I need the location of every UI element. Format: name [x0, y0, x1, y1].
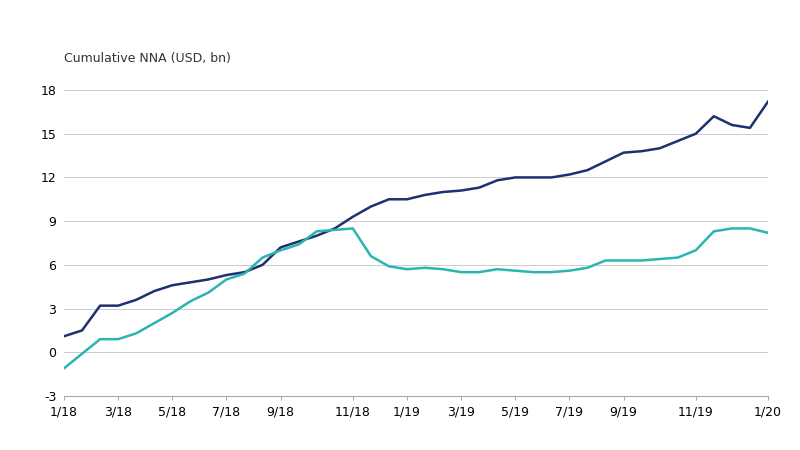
Physically replicated ETFs [204, 290, 214, 295]
Physically replicated ETFs [222, 277, 231, 282]
Synthetically replicated ETFs [348, 214, 358, 220]
Synthetically replicated ETFs [312, 233, 322, 238]
Physically replicated ETFs [673, 255, 682, 260]
Synthetically replicated ETFs [438, 189, 448, 195]
Synthetically replicated ETFs [186, 279, 195, 285]
Synthetically replicated ETFs [204, 277, 214, 282]
Physically replicated ETFs [565, 268, 574, 274]
Synthetically replicated ETFs [402, 197, 412, 202]
Physically replicated ETFs [420, 265, 430, 270]
Physically replicated ETFs [618, 258, 628, 263]
Physically replicated ETFs [438, 266, 448, 272]
Synthetically replicated ETFs [384, 197, 394, 202]
Physically replicated ETFs [59, 365, 69, 371]
Synthetically replicated ETFs [727, 122, 737, 128]
Physically replicated ETFs [727, 226, 737, 231]
Synthetically replicated ETFs [565, 172, 574, 177]
Physically replicated ETFs [456, 270, 466, 275]
Synthetically replicated ETFs [114, 303, 123, 308]
Physically replicated ETFs [312, 229, 322, 234]
Line: Synthetically replicated ETFs: Synthetically replicated ETFs [64, 102, 768, 336]
Synthetically replicated ETFs [276, 245, 286, 250]
Physically replicated ETFs [240, 271, 250, 276]
Synthetically replicated ETFs [330, 226, 339, 231]
Physically replicated ETFs [348, 226, 358, 231]
Physically replicated ETFs [186, 299, 195, 304]
Synthetically replicated ETFs [493, 178, 502, 183]
Physically replicated ETFs [763, 230, 773, 235]
Physically replicated ETFs [330, 227, 339, 233]
Physically replicated ETFs [402, 266, 412, 272]
Line: Physically replicated ETFs: Physically replicated ETFs [64, 229, 768, 368]
Physically replicated ETFs [546, 270, 556, 275]
Synthetically replicated ETFs [510, 175, 520, 180]
Synthetically replicated ETFs [745, 125, 754, 130]
Physically replicated ETFs [258, 255, 267, 260]
Physically replicated ETFs [709, 229, 718, 234]
Synthetically replicated ETFs [601, 159, 610, 164]
Synthetically replicated ETFs [691, 131, 701, 136]
Synthetically replicated ETFs [618, 150, 628, 155]
Synthetically replicated ETFs [673, 138, 682, 144]
Physically replicated ETFs [582, 265, 592, 270]
Synthetically replicated ETFs [546, 175, 556, 180]
Physically replicated ETFs [150, 320, 159, 326]
Physically replicated ETFs [276, 248, 286, 253]
Physically replicated ETFs [637, 258, 646, 263]
Synthetically replicated ETFs [150, 288, 159, 294]
Synthetically replicated ETFs [294, 239, 303, 244]
Synthetically replicated ETFs [59, 333, 69, 339]
Synthetically replicated ETFs [258, 262, 267, 268]
Synthetically replicated ETFs [240, 270, 250, 275]
Synthetically replicated ETFs [222, 272, 231, 278]
Synthetically replicated ETFs [637, 148, 646, 154]
Physically replicated ETFs [167, 310, 177, 315]
Synthetically replicated ETFs [95, 303, 105, 308]
Physically replicated ETFs [114, 337, 123, 342]
Physically replicated ETFs [510, 268, 520, 274]
Synthetically replicated ETFs [78, 328, 87, 333]
Synthetically replicated ETFs [709, 113, 718, 119]
Physically replicated ETFs [529, 270, 538, 275]
Synthetically replicated ETFs [655, 146, 665, 151]
Synthetically replicated ETFs [366, 204, 376, 209]
Synthetically replicated ETFs [420, 192, 430, 198]
Physically replicated ETFs [384, 264, 394, 269]
Text: Cumulative NNA (USD, bn): Cumulative NNA (USD, bn) [64, 52, 231, 65]
Physically replicated ETFs [691, 248, 701, 253]
Synthetically replicated ETFs [582, 167, 592, 173]
Synthetically replicated ETFs [131, 297, 141, 302]
Physically replicated ETFs [474, 270, 484, 275]
Physically replicated ETFs [95, 337, 105, 342]
Physically replicated ETFs [493, 266, 502, 272]
Physically replicated ETFs [601, 258, 610, 263]
Synthetically replicated ETFs [474, 185, 484, 190]
Physically replicated ETFs [745, 226, 754, 231]
Physically replicated ETFs [131, 331, 141, 336]
Physically replicated ETFs [366, 253, 376, 259]
Synthetically replicated ETFs [456, 188, 466, 193]
Physically replicated ETFs [655, 256, 665, 262]
Legend: Synthetically replicated ETFs, Physically replicated ETFs: Synthetically replicated ETFs, Physicall… [70, 0, 525, 3]
Physically replicated ETFs [294, 242, 303, 247]
Synthetically replicated ETFs [763, 99, 773, 104]
Synthetically replicated ETFs [529, 175, 538, 180]
Synthetically replicated ETFs [167, 283, 177, 288]
